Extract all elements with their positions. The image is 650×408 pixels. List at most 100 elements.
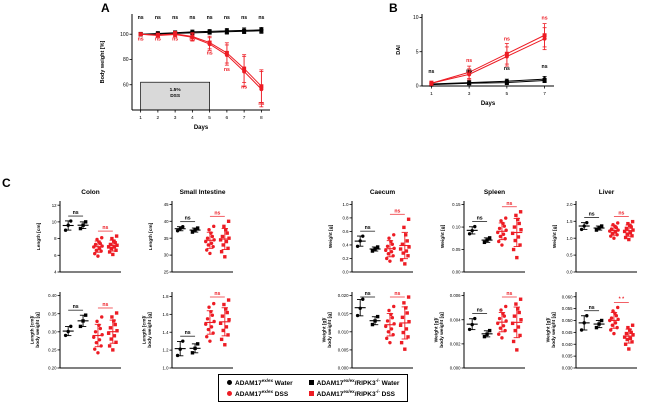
significance-label: ns xyxy=(189,37,195,43)
group-3 xyxy=(622,219,635,242)
y-axis-label: Length [cm] xyxy=(36,222,42,250)
data-point xyxy=(630,323,635,327)
y-tick-label: 0.30 xyxy=(48,329,57,334)
data-point xyxy=(115,329,119,333)
significance-label: ns xyxy=(466,58,472,64)
chart-C10-svg: 0.030 0.035 0.040 0.045 0.050 0.055 0.060 Weigh… xyxy=(546,292,637,371)
data-point xyxy=(517,310,521,315)
data-point xyxy=(227,236,231,240)
y-tick-label: 80 xyxy=(123,57,129,63)
chart-C6-svg: 0.20 0.25 0.30 0.35 0.40 Length [cm]/body wei… xyxy=(30,292,121,371)
data-point xyxy=(94,248,99,252)
data-point xyxy=(510,321,515,326)
data-point xyxy=(518,333,522,338)
data-point xyxy=(400,242,405,246)
series-1 xyxy=(429,78,547,87)
data-point xyxy=(224,50,229,55)
data-point xyxy=(205,317,210,321)
series-3 xyxy=(138,30,264,104)
data-point xyxy=(406,335,410,339)
data-point xyxy=(542,33,547,38)
data-point xyxy=(407,245,411,249)
data-point xyxy=(225,310,229,315)
x-tick-label: 7 xyxy=(243,115,246,121)
data-point xyxy=(497,316,502,321)
data-point xyxy=(622,335,627,339)
legend-label: ADAM17ex/ex/RIPK3-/- Water xyxy=(316,378,400,388)
data-point xyxy=(220,234,225,239)
significance-label: ns xyxy=(214,210,220,216)
data-point xyxy=(511,339,516,344)
data-point xyxy=(205,248,209,252)
data-point xyxy=(97,338,102,342)
x-tick-label: 4 xyxy=(191,115,194,121)
y-tick-label: 0.015 xyxy=(338,311,349,316)
data-point xyxy=(400,315,405,320)
significance-label: ns xyxy=(504,66,510,72)
data-point xyxy=(173,31,178,36)
series-line xyxy=(431,80,545,86)
series-line xyxy=(140,33,262,90)
data-point xyxy=(210,313,215,317)
data-point xyxy=(616,221,620,225)
data-point xyxy=(613,321,618,325)
group-0 xyxy=(174,224,186,233)
data-point xyxy=(398,247,403,251)
chart-B-svg: 0 5 10 1 3 5 7 Days DAI ns ns ns ns ns ns ns xyxy=(396,14,554,107)
data-point xyxy=(138,32,143,37)
data-point xyxy=(624,226,629,231)
y-tick-label: 0.050 xyxy=(562,318,573,323)
data-point xyxy=(224,239,229,244)
group-3 xyxy=(510,210,523,260)
data-point xyxy=(623,235,628,240)
series-line xyxy=(431,38,545,84)
y-axis-label: Weight [g] xyxy=(328,224,334,248)
data-point xyxy=(403,347,407,351)
group-1 xyxy=(77,220,89,231)
y-axis-label: Weight [g]/body weight [g] xyxy=(546,312,557,348)
group-1 xyxy=(189,342,201,355)
significance-label: ns xyxy=(102,302,108,308)
data-point xyxy=(208,339,212,343)
y-tick-label: 0.25 xyxy=(48,348,57,353)
data-point xyxy=(609,316,614,320)
dss-box-label: 1.5% xyxy=(170,87,182,93)
data-point xyxy=(404,233,408,237)
data-point xyxy=(259,84,264,89)
group-1 xyxy=(77,313,89,329)
data-point xyxy=(207,228,211,232)
data-point xyxy=(625,232,629,236)
data-point xyxy=(110,236,114,241)
data-point xyxy=(501,324,506,328)
group-0 xyxy=(466,224,478,236)
significance-label: ns xyxy=(207,50,213,56)
data-point xyxy=(205,236,210,240)
data-point xyxy=(389,250,394,254)
x-axis-label: Days xyxy=(481,101,496,107)
x-tick-label: 3 xyxy=(468,91,471,97)
significance-label: ns xyxy=(241,85,247,91)
data-point xyxy=(109,337,113,341)
data-point xyxy=(114,248,118,252)
panel-a-label: A xyxy=(101,1,110,15)
significance-label: ns xyxy=(172,15,178,21)
legend-label: ADAM17ex/ex DSS xyxy=(235,389,289,399)
data-point xyxy=(406,295,411,299)
data-point xyxy=(401,330,405,335)
data-point xyxy=(218,238,223,242)
data-point xyxy=(224,29,229,34)
y-axis-label: Weight [g] xyxy=(552,224,558,248)
significance-label: * * xyxy=(619,296,625,302)
chart-A-svg: 1.5%DSS 60 80 100 1 2 3 4 5 6 7 8 Days Body weight [%… xyxy=(100,14,270,131)
data-point xyxy=(226,246,230,251)
data-point xyxy=(502,224,507,228)
data-point xyxy=(212,224,216,229)
data-point xyxy=(226,298,231,302)
y-tick-label: 0.6 xyxy=(343,229,350,234)
y-axis-label: Weight [g]/body weight [g] xyxy=(434,312,445,348)
data-point xyxy=(386,252,391,256)
data-point xyxy=(497,239,501,244)
y-tick-label: 0.40 xyxy=(48,293,57,298)
data-point xyxy=(387,236,391,240)
